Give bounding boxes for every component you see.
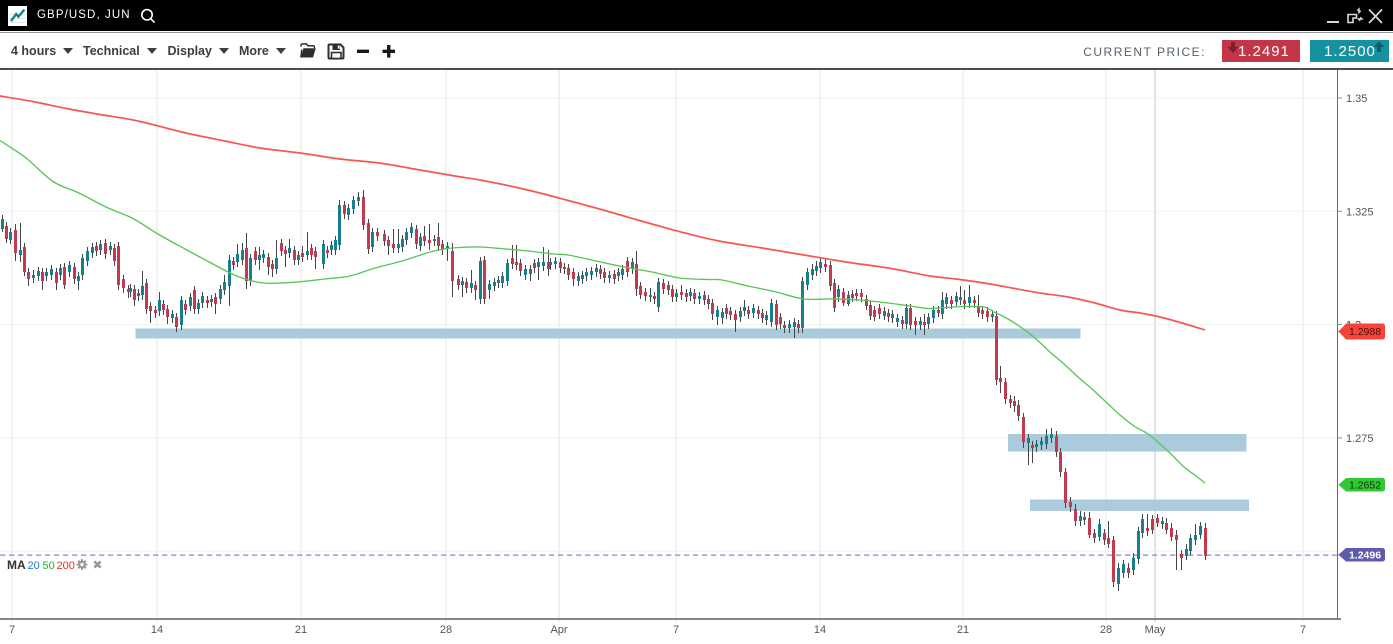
svg-text:1.2988: 1.2988: [1349, 326, 1381, 338]
svg-text:28: 28: [440, 624, 452, 636]
svg-text:1.275: 1.275: [1346, 433, 1374, 445]
svg-text:14: 14: [814, 624, 826, 636]
svg-text:1.2496: 1.2496: [1349, 549, 1381, 561]
svg-text:MA: MA: [7, 558, 26, 572]
svg-text:200: 200: [57, 560, 75, 572]
svg-text:Apr: Apr: [550, 624, 567, 636]
svg-text:May: May: [1145, 624, 1166, 636]
svg-text:28: 28: [1100, 624, 1112, 636]
svg-text:1.325: 1.325: [1346, 206, 1374, 218]
svg-text:7: 7: [9, 624, 15, 636]
svg-text:1.35: 1.35: [1346, 93, 1367, 105]
svg-text:7: 7: [1300, 624, 1306, 636]
svg-text:21: 21: [957, 624, 969, 636]
svg-text:50: 50: [43, 560, 55, 572]
svg-text:20: 20: [28, 560, 40, 572]
svg-text:21: 21: [295, 624, 307, 636]
svg-text:14: 14: [151, 624, 163, 636]
svg-text:1.2652: 1.2652: [1349, 479, 1381, 491]
svg-text:7: 7: [673, 624, 679, 636]
